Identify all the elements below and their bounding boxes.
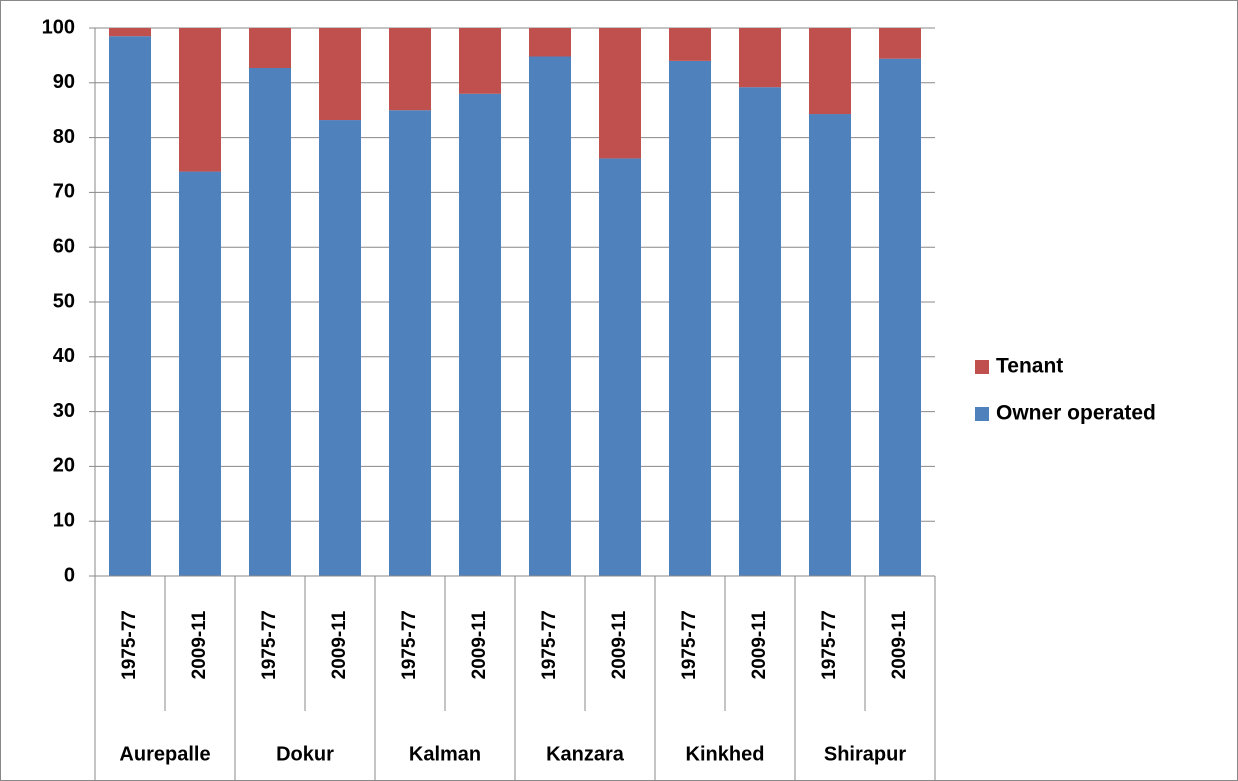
y-tick-label: 100	[42, 16, 75, 38]
bar-segment	[809, 28, 851, 115]
x-tick-label: 1975-77	[119, 610, 140, 680]
x-tick-label: 1975-77	[819, 610, 840, 680]
bar-segment	[599, 28, 641, 159]
x-tick-label: 2009-11	[749, 610, 770, 679]
legend-swatch	[975, 407, 989, 421]
bar-segment	[389, 110, 431, 576]
bar-segment	[529, 28, 571, 57]
bar-segment	[249, 28, 291, 69]
y-tick-label: 50	[53, 290, 75, 312]
bar-segment	[879, 28, 921, 59]
y-tick-label: 20	[53, 455, 75, 477]
y-tick-label: 90	[53, 71, 75, 93]
bar-segment	[179, 28, 221, 172]
bar-segment	[109, 28, 151, 37]
legend-swatch	[975, 360, 989, 374]
y-tick-label: 40	[53, 345, 75, 367]
x-tick-label: 1975-77	[539, 610, 560, 680]
x-tick-label: 2009-11	[329, 610, 350, 679]
bar-segment	[669, 60, 711, 576]
bar-segment	[319, 120, 361, 577]
bar-segment	[389, 28, 431, 111]
x-tick-label: 2009-11	[469, 610, 490, 679]
bar-segment	[179, 171, 221, 577]
bar-segment	[669, 28, 711, 61]
x-tick-label: 1975-77	[679, 610, 700, 680]
bar-segment	[529, 56, 571, 577]
bar-segment	[459, 28, 501, 94]
group-label: Dokur	[276, 743, 334, 765]
bar-segment	[739, 28, 781, 88]
y-tick-label: 10	[53, 509, 75, 531]
group-label: Kanzara	[546, 743, 625, 765]
bar-segment	[739, 87, 781, 577]
y-tick-label: 80	[53, 126, 75, 148]
group-label: Kalman	[409, 743, 481, 765]
x-tick-label: 2009-11	[609, 610, 630, 679]
x-tick-label: 1975-77	[399, 610, 420, 680]
bar-segment	[809, 114, 851, 576]
y-tick-label: 30	[53, 400, 75, 422]
group-label: Kinkhed	[686, 743, 765, 765]
x-tick-label: 1975-77	[259, 610, 280, 680]
y-tick-label: 0	[64, 564, 75, 586]
x-tick-label: 2009-11	[189, 610, 210, 679]
bar-segment	[249, 68, 291, 576]
y-tick-label: 60	[53, 235, 75, 257]
legend-label: Owner operated	[996, 402, 1156, 425]
bar-segment	[879, 58, 921, 577]
y-tick-label: 70	[53, 181, 75, 203]
bar-segment	[109, 36, 151, 577]
legend-label: Tenant	[996, 355, 1063, 378]
bar-segment	[599, 158, 641, 576]
bar-segment	[319, 28, 361, 121]
group-label: Shirapur	[824, 743, 906, 765]
group-label: Aurepalle	[119, 743, 210, 765]
x-tick-label: 2009-11	[889, 610, 910, 679]
bar-segment	[459, 93, 501, 576]
